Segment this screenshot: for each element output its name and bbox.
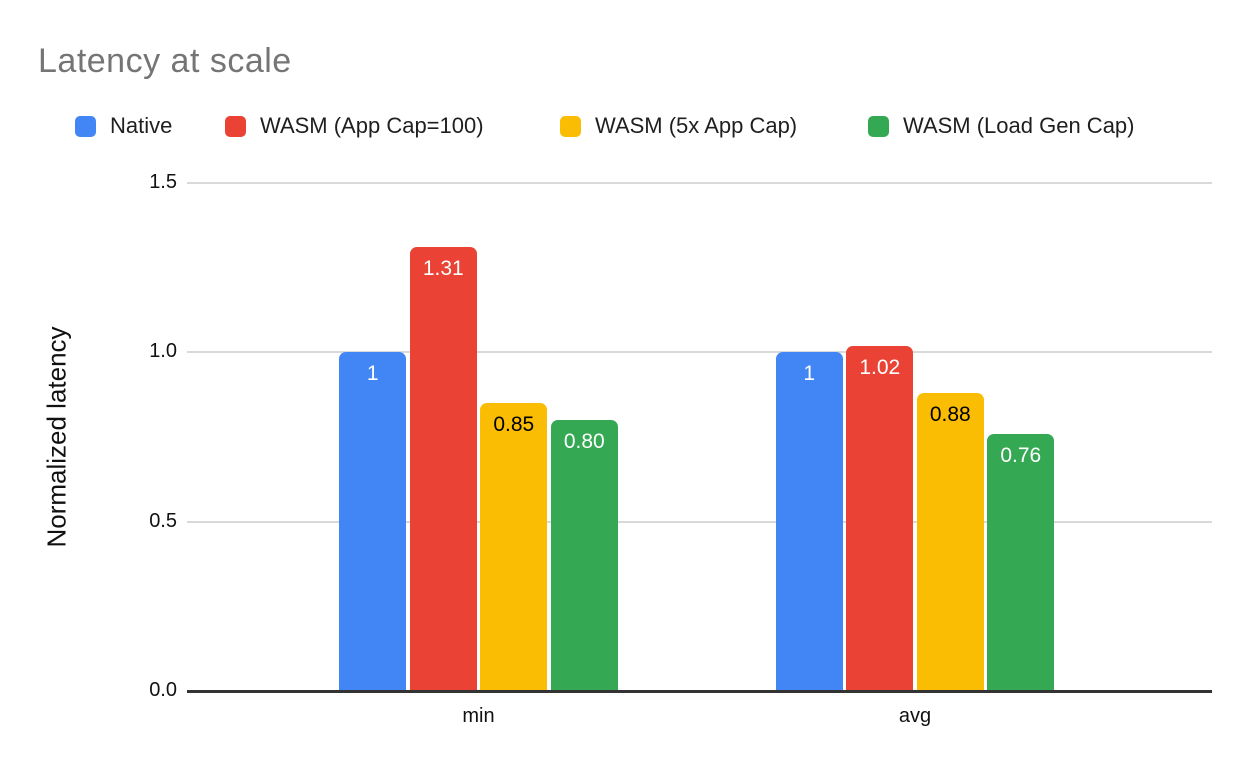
chart-title: Latency at scale <box>38 42 292 80</box>
y-tick-label-0.0: 0.0 <box>149 679 177 701</box>
bar-min-wasm-5x-app-cap: 0.85 <box>480 403 548 691</box>
bar-value-label: 0.76 <box>1000 443 1042 467</box>
bar-value-label: 1 <box>803 362 816 386</box>
legend-label: WASM (5x App Cap) <box>595 113 798 138</box>
legend-item-wasm-5x-app-cap: WASM (5x App Cap) <box>560 113 797 139</box>
legend-item-wasm-load-gen-cap: WASM (Load Gen Cap) <box>868 113 1135 139</box>
gridline-1.5 <box>187 182 1212 184</box>
bar-value-label: 0.80 <box>563 430 605 454</box>
bar-value-label: 0.88 <box>929 402 971 426</box>
x-axis-line <box>187 690 1212 693</box>
bar-min-native: 1 <box>339 352 407 691</box>
legend-label: WASM (Load Gen Cap) <box>903 113 1135 138</box>
gridline-1.0 <box>187 351 1212 354</box>
y-tick-label-1.0: 1.0 <box>149 340 177 363</box>
bar-value-label: 1.31 <box>422 257 464 281</box>
legend-swatch-wasm-5x-app-cap <box>560 115 581 137</box>
legend-label: Native <box>110 113 173 138</box>
bar-min-wasm-app-cap-100: 1.31 <box>409 247 477 691</box>
bar-avg-native: 1 <box>775 352 843 691</box>
legend-item-native: Native <box>75 113 172 139</box>
gridline-0.5 <box>187 520 1212 523</box>
y-tick-label-1.5: 1.5 <box>149 171 177 193</box>
legend-swatch-wasm-load-gen-cap <box>868 115 889 137</box>
bar-min-wasm-load-gen-cap: 0.80 <box>550 420 618 691</box>
bar-avg-wasm-app-cap-100: 1.02 <box>846 345 914 691</box>
x-category-label-min: min <box>462 705 495 727</box>
bar-avg-wasm-load-gen-cap: 0.76 <box>987 433 1055 691</box>
y-axis-title: Normalized latency <box>41 326 72 548</box>
legend-item-wasm-app-cap-100: WASM (App Cap=100) <box>225 113 484 139</box>
bar-value-label: 1.02 <box>859 355 901 379</box>
legend-label: WASM (App Cap=100) <box>260 113 484 138</box>
bar-value-label: 0.85 <box>493 413 535 437</box>
x-category-label-avg: avg <box>898 705 932 727</box>
bar-value-label: 1 <box>366 362 379 386</box>
legend-swatch-wasm-app-cap-100 <box>225 115 246 137</box>
legend-swatch-native <box>75 115 96 137</box>
y-tick-label-0.5: 0.5 <box>149 509 177 532</box>
bar-avg-wasm-5x-app-cap: 0.88 <box>916 392 984 691</box>
